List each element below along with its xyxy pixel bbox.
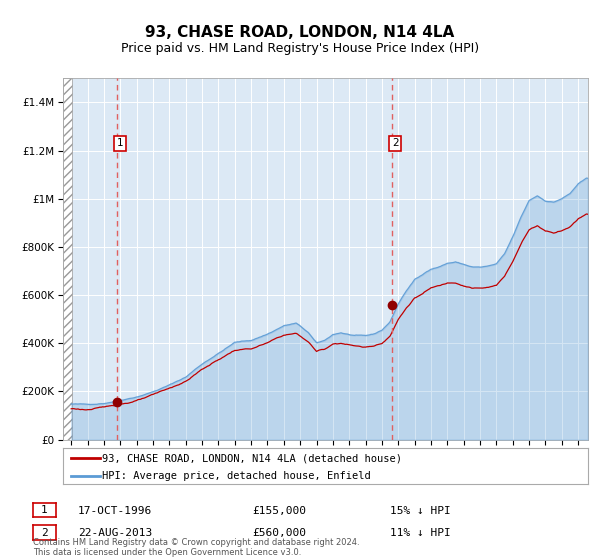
Text: 2: 2 [392,138,398,148]
Text: HPI: Average price, detached house, Enfield: HPI: Average price, detached house, Enfi… [103,472,371,482]
Text: 2: 2 [41,528,48,538]
Text: £155,000: £155,000 [252,506,306,516]
Text: 15% ↓ HPI: 15% ↓ HPI [390,506,451,516]
Text: Contains HM Land Registry data © Crown copyright and database right 2024.
This d: Contains HM Land Registry data © Crown c… [33,538,359,557]
Text: 93, CHASE ROAD, LONDON, N14 4LA: 93, CHASE ROAD, LONDON, N14 4LA [145,25,455,40]
Text: 22-AUG-2013: 22-AUG-2013 [78,528,152,538]
Text: £560,000: £560,000 [252,528,306,538]
Text: 11% ↓ HPI: 11% ↓ HPI [390,528,451,538]
Text: Price paid vs. HM Land Registry's House Price Index (HPI): Price paid vs. HM Land Registry's House … [121,42,479,55]
Text: 1: 1 [41,505,48,515]
Text: 17-OCT-1996: 17-OCT-1996 [78,506,152,516]
Text: 1: 1 [117,138,124,148]
Text: 93, CHASE ROAD, LONDON, N14 4LA (detached house): 93, CHASE ROAD, LONDON, N14 4LA (detache… [103,453,403,463]
